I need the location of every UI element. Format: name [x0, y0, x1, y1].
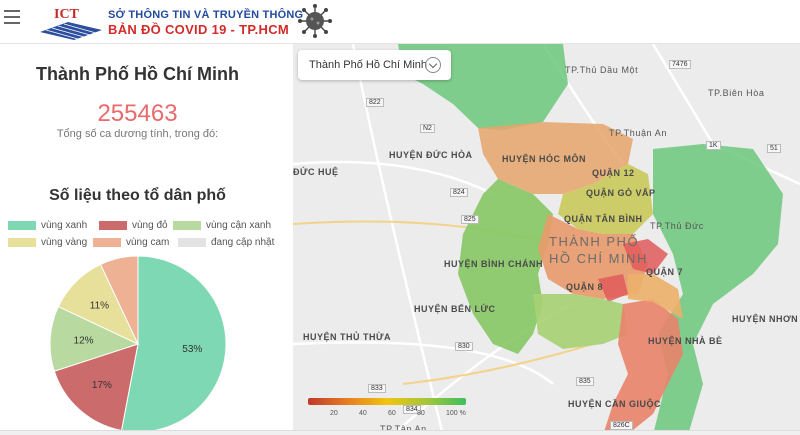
- legend-item-yellow[interactable]: vùng vàng: [8, 237, 87, 248]
- road-number: 824: [450, 188, 468, 197]
- legend-swatch: [8, 238, 36, 247]
- label-hoc-mon: HUYỆN HÓC MÔN: [502, 154, 587, 164]
- region-binh-chanh[interactable]: [458, 179, 553, 354]
- region-nha-be[interactable]: [603, 299, 683, 435]
- city-select-dropdown[interactable]: Thành Phố Hồ Chí Minh: [298, 50, 451, 80]
- heat-scale: 20 40 60 80 100 %: [308, 398, 468, 420]
- label-tan-binh: QUẬN TÂN BÌNH: [564, 214, 643, 224]
- road-number: 834: [403, 405, 421, 414]
- label-quan-8: QUẬN 8: [566, 282, 604, 292]
- pie-slice-label: 17%: [92, 380, 112, 391]
- legend-label: vùng xanh: [41, 220, 88, 231]
- scale-label: 80: [417, 410, 425, 417]
- label-nhon-trach: HUYỆN NHƠN T: [732, 314, 800, 324]
- pie-slice-vùng-xanh[interactable]: [120, 255, 227, 433]
- label-ben-luc: HUYỆN BẾN LỨC: [414, 304, 496, 314]
- road-number: 826C: [610, 421, 633, 430]
- legend-swatch: [99, 221, 127, 230]
- label-thuan-an: TP.Thuận An: [609, 128, 667, 138]
- legend-label: đang cập nhật: [211, 237, 275, 248]
- heat-scale-bar: [308, 398, 466, 405]
- road-number: 1K: [706, 141, 721, 150]
- region-green-east[interactable]: [653, 144, 783, 435]
- stats-panel: Thành Phố Hồ Chí Minh 255463 Tổng số ca …: [0, 44, 293, 435]
- pie-slice-vùng-đỏ[interactable]: [53, 343, 139, 432]
- legend-label: vùng đỏ: [132, 220, 168, 231]
- label-go-vap: QUẬN GÒ VẤP: [586, 188, 656, 198]
- pie-chart: 53% 17% 12% 11%: [49, 255, 227, 433]
- city-select-value: Thành Phố Hồ Chí Minh: [309, 59, 428, 71]
- total-caption: Tổng số ca dương tính, trong đó:: [56, 128, 219, 140]
- region-hoc-mon[interactable]: [478, 122, 633, 194]
- hamburger-menu-icon[interactable]: [4, 10, 20, 26]
- app-header: ICT SỞ THÔNG TIN VÀ TRUYỀN THÔNG BẢN ĐỒ …: [0, 0, 800, 44]
- label-can-giuoc: HUYỆN CẦN GIUỘC: [568, 399, 662, 409]
- region-red-1[interactable]: [623, 239, 668, 274]
- legend-swatch: [8, 221, 36, 230]
- brand-department: SỞ THÔNG TIN VÀ TRUYỀN THÔNG: [108, 9, 304, 21]
- label-duc-hoa: HUYỆN ĐỨC HÒA: [389, 150, 473, 160]
- pie-slice-vùng-cam[interactable]: [99, 255, 139, 345]
- road-number: 825: [461, 215, 479, 224]
- label-city-line1: THÀNH PHỐ: [549, 234, 640, 249]
- road-number: 835: [576, 377, 594, 386]
- label-tan-an: TP.Tân An: [380, 424, 427, 434]
- label-quan-12: QUẬN 12: [592, 168, 635, 178]
- legend-item-green[interactable]: vùng xanh: [8, 220, 87, 231]
- region-quan-12[interactable]: [558, 164, 653, 234]
- map-view[interactable]: TP.Thủ Dầu Một TP.Biên Hòa TP.Thuận An H…: [293, 44, 800, 435]
- virus-icon: [298, 4, 332, 38]
- region-quan-7[interactable]: [628, 274, 683, 319]
- bottom-scroll-bar[interactable]: [0, 430, 800, 435]
- legend-swatch: [173, 221, 201, 230]
- pie-slice-label: 11%: [90, 300, 109, 311]
- legend-item-red[interactable]: vùng đỏ: [99, 220, 168, 231]
- pie-slice-vùng-cận-xanh[interactable]: [49, 305, 140, 372]
- label-thu-dau-mot: TP.Thủ Dầu Một: [565, 65, 639, 75]
- total-cases: 255463: [97, 100, 178, 127]
- label-thu-thua: HUYỆN THỦ THỪA: [303, 332, 391, 342]
- label-binh-chanh: HUYỆN BÌNH CHÁNH: [444, 259, 544, 269]
- ict-logo: ICT: [40, 7, 102, 40]
- label-duc-hue: ĐỨC HUỆ: [293, 167, 339, 177]
- road-number: 822: [366, 98, 384, 107]
- scale-label: 100 %: [446, 410, 466, 417]
- road-number: 830: [455, 342, 473, 351]
- road-number: 833: [368, 384, 386, 393]
- city-title: Thành Phố Hồ Chí Minh: [36, 64, 239, 84]
- label-bien-hoa: TP.Biên Hòa: [708, 88, 765, 98]
- label-thu-duc: TP.Thủ Đức: [650, 221, 704, 231]
- legend-item-updating[interactable]: đang cập nhật: [178, 237, 274, 248]
- road-number: N2: [420, 124, 435, 133]
- road-number: 51: [767, 144, 781, 153]
- legend-item-near-green[interactable]: vùng cận xanh: [173, 220, 271, 231]
- label-city-line2: HỒ CHÍ MINH: [549, 251, 648, 266]
- pie-slice-label: 53%: [182, 344, 202, 355]
- legend-swatch: [178, 238, 206, 247]
- road-number: 7476: [669, 60, 691, 69]
- region-quan-8[interactable]: [533, 294, 628, 349]
- region-red-2[interactable]: [598, 274, 628, 302]
- legend-label: vùng vàng: [41, 237, 88, 248]
- scale-label: 60: [388, 410, 396, 417]
- legend-label: vùng cam: [126, 237, 170, 248]
- scale-label: 40: [359, 410, 367, 417]
- legend-swatch: [93, 238, 121, 247]
- scale-label: 20: [330, 410, 338, 417]
- pie-slice-label: 12%: [74, 336, 94, 347]
- legend-label: vùng cận xanh: [206, 220, 272, 231]
- label-quan-7: QUẬN 7: [646, 267, 684, 277]
- logo-text: ICT: [54, 7, 80, 22]
- label-nha-be: HUYỆN NHÀ BÈ: [648, 336, 723, 346]
- brand-title: BẢN ĐỒ COVID 19 - TP.HCM: [108, 22, 290, 37]
- legend-item-orange[interactable]: vùng cam: [93, 237, 169, 248]
- chevron-down-icon[interactable]: [425, 57, 441, 73]
- stats-title: Số liệu theo tổ dân phố: [49, 187, 226, 204]
